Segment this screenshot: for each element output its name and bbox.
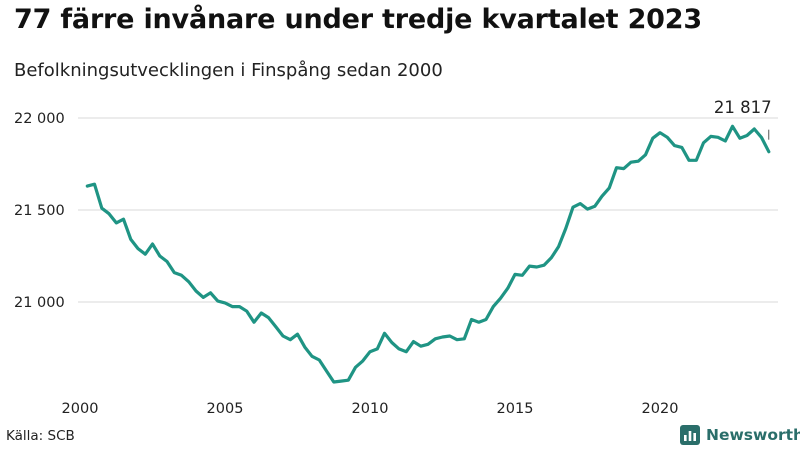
y-tick-label: 22 000 (14, 111, 65, 127)
brand-logo[interactable]: Newsworthy (680, 425, 800, 445)
y-axis-ticks: 21 000 21 500 22 000 (14, 111, 65, 311)
chart-subtitle: Befolkningsutvecklingen i Finspång sedan… (14, 60, 443, 81)
x-tick-label: 2015 (497, 401, 534, 417)
chart-title: 77 färre invånare under tredje kvartalet… (14, 4, 702, 35)
y-tick-label: 21 000 (14, 295, 65, 311)
brand-name: Newsworthy (706, 426, 800, 444)
x-tick-label: 2000 (62, 401, 99, 417)
x-tick-label: 2010 (352, 401, 389, 417)
x-tick-label: 2020 (642, 401, 679, 417)
source-note: Källa: SCB (6, 428, 75, 444)
x-tick-label: 2005 (207, 401, 244, 417)
gridlines (78, 117, 778, 303)
population-line (85, 124, 771, 384)
end-value-label: 21 817 (714, 98, 772, 117)
y-tick-label: 21 500 (14, 203, 65, 219)
x-axis-ticks: 2000 2005 2010 2015 2020 (62, 401, 679, 417)
newsworthy-logo-icon (680, 425, 700, 445)
